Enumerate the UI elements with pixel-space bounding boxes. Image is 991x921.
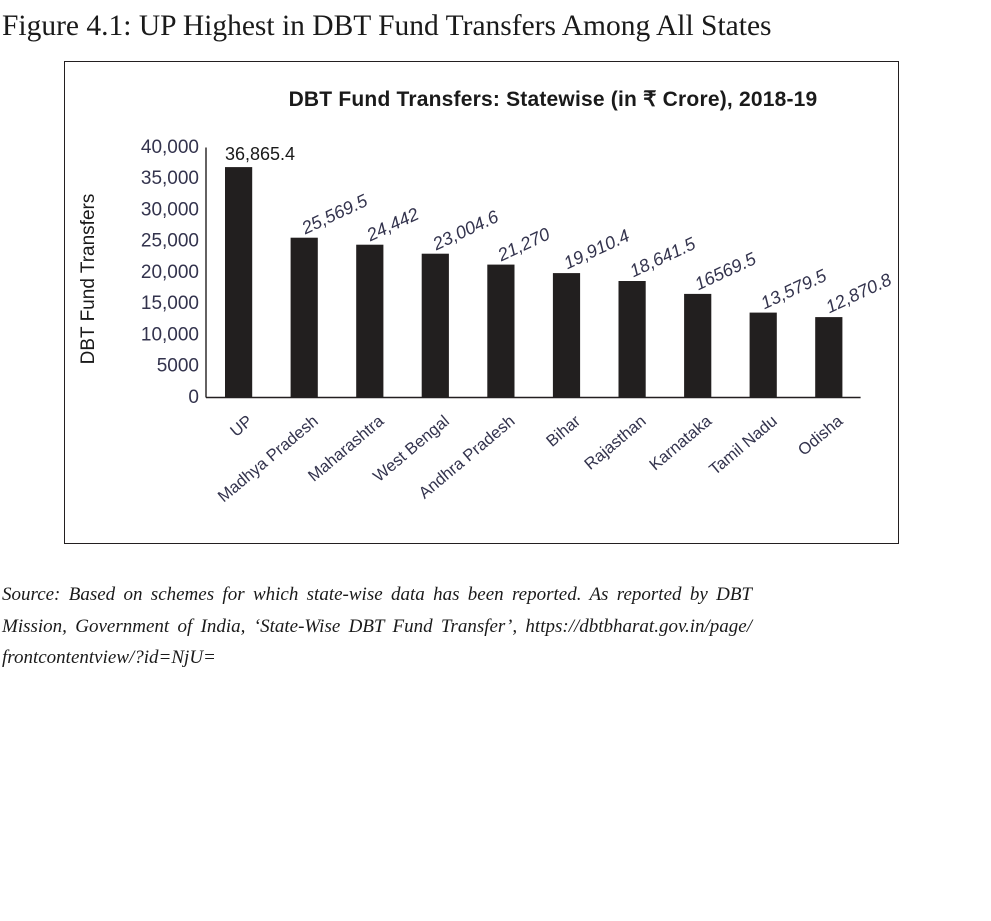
svg-text:25,000: 25,000 bbox=[141, 231, 199, 252]
svg-text:10,000: 10,000 bbox=[141, 325, 199, 346]
svg-text:15,000: 15,000 bbox=[141, 293, 199, 314]
svg-text:20,000: 20,000 bbox=[141, 262, 199, 283]
svg-text:35,000: 35,000 bbox=[141, 168, 199, 189]
svg-text:40,000: 40,000 bbox=[141, 137, 199, 158]
svg-text:0: 0 bbox=[188, 387, 199, 408]
svg-text:30,000: 30,000 bbox=[141, 200, 199, 221]
svg-text:5000: 5000 bbox=[157, 356, 199, 377]
